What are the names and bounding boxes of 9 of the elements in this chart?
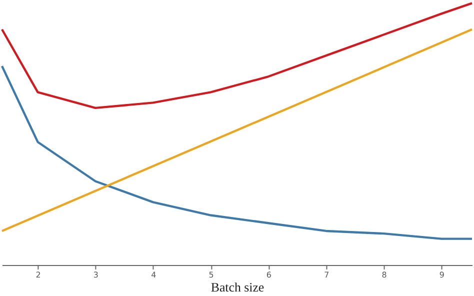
x-tick-label: 9: [439, 270, 444, 280]
x-tick-label: 8: [382, 270, 387, 280]
x-tick-label: 4: [151, 270, 156, 280]
x-tick-label: 2: [36, 270, 41, 280]
x-axis-title: Batch size: [210, 280, 264, 294]
x-tick-label: 6: [266, 270, 272, 280]
x-tick-label: 7: [324, 270, 330, 280]
x-tick-label: 3: [93, 270, 98, 280]
x-tick-label: 5: [208, 270, 214, 280]
